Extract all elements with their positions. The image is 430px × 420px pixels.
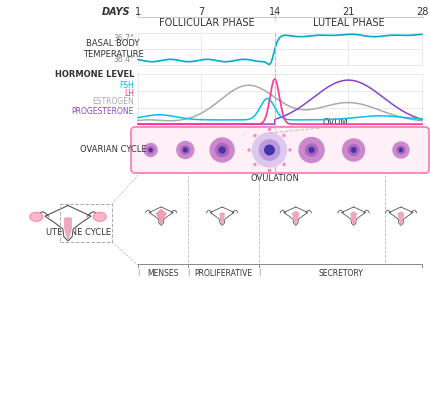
Circle shape — [184, 148, 187, 152]
Text: HORMONE LEVEL: HORMONE LEVEL — [55, 70, 134, 79]
Text: 36.7°: 36.7° — [113, 34, 134, 43]
Ellipse shape — [93, 212, 106, 221]
Text: OVUM: OVUM — [322, 118, 348, 127]
Circle shape — [289, 149, 291, 151]
Text: OVARIAN CYCLE: OVARIAN CYCLE — [80, 145, 146, 155]
Polygon shape — [220, 213, 224, 225]
Polygon shape — [210, 207, 234, 226]
Polygon shape — [45, 205, 91, 241]
Circle shape — [259, 140, 280, 160]
Text: |: | — [187, 269, 190, 276]
Circle shape — [283, 163, 285, 165]
FancyBboxPatch shape — [131, 127, 429, 173]
Text: |: | — [137, 269, 139, 276]
Text: 21: 21 — [342, 7, 355, 17]
Text: PROLIFERATIVE: PROLIFERATIVE — [195, 269, 253, 278]
Polygon shape — [389, 207, 413, 226]
Circle shape — [147, 147, 154, 153]
Circle shape — [219, 147, 225, 153]
Text: |: | — [258, 269, 260, 276]
Polygon shape — [293, 212, 299, 225]
Circle shape — [397, 146, 405, 154]
Text: OVULATION: OVULATION — [250, 174, 299, 183]
Polygon shape — [64, 218, 71, 239]
Text: 1: 1 — [135, 7, 141, 17]
Circle shape — [309, 147, 314, 152]
Circle shape — [181, 146, 190, 154]
Text: 28: 28 — [416, 7, 428, 17]
Circle shape — [177, 142, 194, 158]
Text: 14: 14 — [269, 7, 281, 17]
Circle shape — [393, 142, 409, 158]
Circle shape — [144, 144, 157, 157]
Circle shape — [399, 148, 402, 152]
Circle shape — [254, 134, 256, 136]
Text: SECRETORY: SECRETORY — [318, 269, 363, 278]
Circle shape — [283, 134, 285, 136]
Polygon shape — [284, 207, 308, 226]
Text: FOLLICULAR PHASE: FOLLICULAR PHASE — [159, 18, 254, 28]
Bar — [60, 204, 112, 242]
Circle shape — [306, 144, 318, 156]
Text: MENSES: MENSES — [147, 269, 179, 278]
Circle shape — [351, 148, 356, 152]
Circle shape — [252, 133, 286, 167]
Circle shape — [268, 129, 270, 131]
Text: LUTEAL PHASE: LUTEAL PHASE — [313, 18, 384, 28]
Text: DAYS: DAYS — [101, 7, 130, 17]
Polygon shape — [351, 212, 356, 225]
Polygon shape — [341, 207, 366, 226]
Polygon shape — [157, 210, 166, 225]
Text: UTERINE CYCLE: UTERINE CYCLE — [46, 228, 111, 237]
Circle shape — [299, 137, 324, 163]
Circle shape — [348, 145, 359, 155]
Text: ESTROGEN: ESTROGEN — [92, 97, 134, 107]
Text: LH: LH — [124, 89, 134, 99]
Polygon shape — [398, 212, 404, 225]
Circle shape — [343, 139, 365, 161]
Polygon shape — [149, 207, 173, 226]
Text: BASAL BODY
TEMPERATURE: BASAL BODY TEMPERATURE — [83, 39, 143, 59]
Circle shape — [265, 145, 274, 155]
Text: 7: 7 — [198, 7, 204, 17]
Text: FSH: FSH — [119, 81, 134, 90]
Ellipse shape — [30, 212, 43, 221]
Circle shape — [149, 149, 152, 152]
Circle shape — [268, 170, 270, 171]
Circle shape — [248, 149, 250, 151]
Circle shape — [215, 143, 229, 157]
Circle shape — [210, 138, 234, 162]
Circle shape — [254, 163, 256, 165]
Text: PROGESTERONE: PROGESTERONE — [72, 107, 134, 116]
Text: 36.4°: 36.4° — [113, 55, 134, 64]
